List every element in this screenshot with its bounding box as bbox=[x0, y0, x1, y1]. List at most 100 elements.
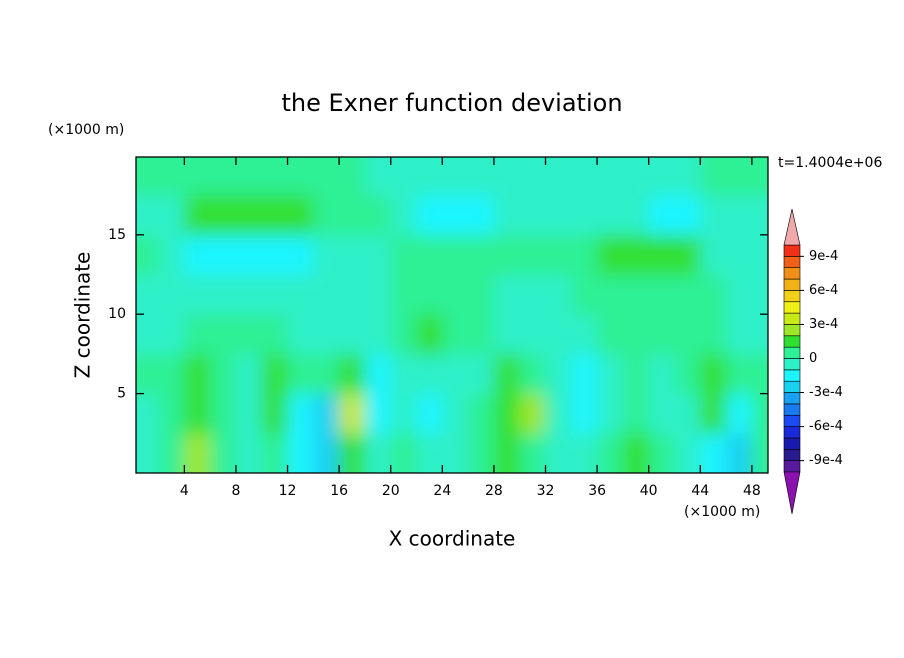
contour-cell bbox=[390, 393, 418, 434]
contour-cell bbox=[364, 353, 392, 395]
colorbar-tick-label: -3e-4 bbox=[809, 385, 843, 400]
contour-cell bbox=[158, 157, 185, 196]
colorbar-bin bbox=[783, 403, 801, 416]
colorbar-bin bbox=[783, 380, 801, 393]
contour-cell bbox=[210, 274, 237, 315]
x-tick-label: 8 bbox=[231, 483, 240, 499]
contour-cell bbox=[648, 195, 675, 236]
colorbar-bin bbox=[783, 369, 801, 382]
contour-cell bbox=[648, 393, 675, 434]
contour-cell bbox=[235, 234, 263, 276]
contour-cell bbox=[261, 314, 289, 355]
colorbar-bin bbox=[783, 448, 801, 461]
contour-cell bbox=[571, 314, 598, 355]
contour-cell bbox=[674, 433, 701, 473]
contour-cell bbox=[339, 433, 366, 473]
contour-cell bbox=[597, 314, 624, 355]
contour-cell bbox=[416, 274, 443, 315]
contour-field bbox=[136, 157, 768, 473]
contour-cell bbox=[700, 274, 727, 315]
contour-cell bbox=[390, 433, 418, 473]
colorbar-bin bbox=[783, 335, 801, 348]
contour-cell bbox=[597, 393, 624, 434]
contour-cell bbox=[136, 393, 160, 434]
colorbar-tick-label: -9e-4 bbox=[809, 453, 843, 468]
contour-cell bbox=[442, 314, 469, 355]
contour-cell bbox=[261, 393, 289, 434]
contour-cell bbox=[287, 195, 314, 236]
contour-cell bbox=[751, 393, 768, 434]
contour-cell bbox=[700, 195, 727, 236]
colorbar-extend-high bbox=[783, 208, 801, 246]
contour-cell bbox=[648, 353, 675, 395]
contour-cell bbox=[493, 353, 521, 395]
contour-cell bbox=[468, 234, 495, 276]
contour-cell bbox=[442, 157, 469, 196]
contour-cell bbox=[726, 314, 753, 355]
plot-frame bbox=[135, 156, 769, 474]
contour-cell bbox=[751, 274, 768, 315]
contour-cell bbox=[184, 353, 211, 395]
contour-cell bbox=[597, 433, 624, 473]
contour-cell bbox=[442, 274, 469, 315]
contour-cell bbox=[287, 157, 314, 196]
x-tick-label: 4 bbox=[180, 483, 189, 499]
contour-cell bbox=[597, 274, 624, 315]
contour-cell bbox=[751, 314, 768, 355]
contour-cell bbox=[339, 274, 366, 315]
colorbar-bin bbox=[783, 414, 801, 427]
contour-cell bbox=[158, 274, 185, 315]
contour-cell bbox=[674, 353, 701, 395]
y-tick-label: 10 bbox=[108, 306, 126, 322]
contour-cell bbox=[571, 274, 598, 315]
colorbar-bin bbox=[783, 426, 801, 439]
contour-cell bbox=[339, 353, 366, 395]
colorbar-bin bbox=[783, 324, 801, 337]
contour-cell bbox=[364, 274, 392, 315]
colorbar-bin bbox=[783, 437, 801, 450]
contour-cell bbox=[287, 234, 314, 276]
contour-cell bbox=[136, 353, 160, 395]
contour-cell bbox=[235, 353, 263, 395]
chart-title: the Exner function deviation bbox=[281, 89, 622, 117]
contour-cell bbox=[700, 433, 727, 473]
contour-cell bbox=[726, 157, 753, 196]
contour-cell bbox=[261, 157, 289, 196]
contour-cell bbox=[622, 234, 650, 276]
contour-cell bbox=[519, 195, 547, 236]
contour-cell bbox=[390, 353, 418, 395]
contour-cell bbox=[700, 314, 727, 355]
contour-cell bbox=[519, 433, 547, 473]
colorbar-bin bbox=[783, 267, 801, 280]
contour-cell bbox=[184, 195, 211, 236]
contour-cell bbox=[184, 234, 211, 276]
contour-cell bbox=[674, 195, 701, 236]
contour-cell bbox=[493, 433, 521, 473]
contour-cell bbox=[184, 433, 211, 473]
contour-cell bbox=[726, 234, 753, 276]
colorbar-bin bbox=[783, 256, 801, 269]
contour-cell bbox=[545, 274, 572, 315]
contour-cell bbox=[674, 234, 701, 276]
contour-cell bbox=[235, 274, 263, 315]
contour-cell bbox=[648, 433, 675, 473]
contour-cell bbox=[261, 234, 289, 276]
contour-cell bbox=[339, 314, 366, 355]
contour-cell bbox=[136, 195, 160, 236]
contour-cell bbox=[235, 195, 263, 236]
contour-cell bbox=[597, 353, 624, 395]
contour-cell bbox=[184, 314, 211, 355]
contour-cell bbox=[674, 274, 701, 315]
contour-cell bbox=[158, 393, 185, 434]
contour-cell bbox=[622, 274, 650, 315]
contour-cell bbox=[313, 274, 340, 315]
contour-cell bbox=[519, 393, 547, 434]
contour-cell bbox=[493, 274, 521, 315]
contour-cell bbox=[468, 195, 495, 236]
contour-cell bbox=[390, 157, 418, 196]
time-label: t=1.4004e+06 bbox=[778, 155, 882, 171]
contour-cell bbox=[493, 195, 521, 236]
contour-cell bbox=[287, 393, 314, 434]
contour-cell bbox=[468, 393, 495, 434]
